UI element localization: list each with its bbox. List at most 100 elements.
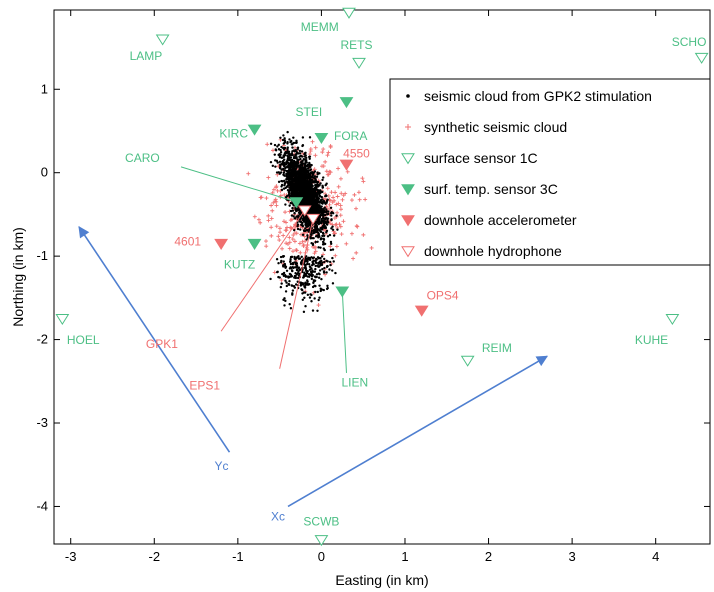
- seismic-point: [291, 292, 294, 295]
- seismic-point: [320, 228, 324, 231]
- seismic-point: [271, 164, 275, 168]
- seismic-point: [310, 267, 313, 270]
- seismic-point: [269, 277, 272, 281]
- seismic-point: [329, 263, 332, 267]
- seismic-point: [321, 234, 324, 238]
- seismic-point: [296, 224, 299, 228]
- seismic-point: [275, 171, 279, 174]
- seismic-point: [283, 304, 286, 307]
- synthetic-point: [269, 233, 274, 238]
- seismic-point: [301, 166, 304, 169]
- seismic-point: [313, 275, 317, 278]
- seismic-point: [312, 171, 316, 174]
- seismic-point: [286, 158, 290, 161]
- seismic-point: [285, 195, 289, 198]
- seismic-point: [310, 300, 313, 303]
- seismic-point: [299, 157, 302, 161]
- seismic-point: [314, 257, 318, 261]
- seismic-point: [295, 272, 299, 276]
- seismic-point: [314, 178, 317, 182]
- seismic-point: [332, 234, 336, 237]
- sensor-label: 4601: [174, 234, 201, 248]
- seismic-point: [303, 165, 307, 168]
- seismic-point: [282, 171, 286, 174]
- synthetic-point: [327, 202, 332, 207]
- seismic-point: [289, 162, 292, 166]
- sensor-label: REIM: [482, 341, 512, 355]
- y-tick-label: -3: [36, 415, 48, 430]
- synthetic-point: [341, 193, 346, 198]
- seismic-point: [289, 259, 292, 263]
- seismic-point: [301, 224, 305, 228]
- sensor-marker-hoel: [55, 314, 70, 326]
- seismic-point: [298, 211, 301, 214]
- seismic-point: [293, 211, 296, 215]
- seismic-point: [279, 148, 282, 152]
- synthetic-point: [334, 244, 339, 249]
- seismic-point: [331, 256, 334, 260]
- seismic-point: [326, 264, 329, 268]
- legend-label: seismic cloud from GPK2 stimulation: [424, 88, 652, 104]
- seismic-point: [285, 172, 288, 176]
- sensor-label: SCHO: [672, 35, 707, 49]
- sensor-marker-lamp: [155, 34, 170, 46]
- legend-marker: [401, 153, 415, 165]
- synthetic-point: [290, 237, 295, 242]
- synthetic-point: [329, 190, 334, 195]
- synthetic-point: [310, 139, 315, 144]
- synthetic-point: [349, 198, 354, 203]
- seismic-point: [282, 260, 285, 263]
- seismic-point: [296, 181, 299, 184]
- seismic-point: [281, 138, 285, 142]
- synthetic-point: [256, 217, 261, 222]
- synthetic-point: [328, 198, 333, 203]
- seismic-point: [302, 158, 305, 161]
- seismic-point: [286, 175, 289, 179]
- seismic-point: [309, 182, 312, 185]
- seismic-point: [283, 174, 286, 177]
- seismic-point: [324, 194, 328, 197]
- synthetic-point: [349, 231, 354, 236]
- seismic-point: [279, 171, 283, 174]
- seismic-point: [284, 166, 287, 170]
- seismic-point: [303, 155, 306, 158]
- synthetic-point: [298, 250, 303, 255]
- sensor-label: STEI: [296, 105, 323, 119]
- seismic-point: [323, 242, 327, 246]
- seismic-point: [322, 216, 325, 219]
- seismic-point: [283, 181, 287, 185]
- seismic-point: [291, 261, 294, 265]
- seismic-point: [291, 146, 294, 149]
- seismic-point: [316, 188, 319, 192]
- seismic-point: [292, 191, 295, 195]
- seismic-point: [313, 181, 316, 184]
- seismic-point: [321, 186, 324, 189]
- seismic-point: [278, 160, 282, 164]
- seismic-point: [285, 169, 288, 173]
- synthetic-point: [301, 242, 306, 247]
- sensor-marker-rets: [352, 57, 366, 69]
- synthetic-point: [246, 171, 251, 176]
- legend-label: surf. temp. sensor 3C: [424, 181, 558, 197]
- seismic-point: [296, 176, 299, 180]
- seismic-point: [307, 174, 311, 178]
- sensor-markers: MEMM LAMP RETS SCHO HOEL KUHE REIM SCWB STEI KIRC…: [55, 7, 709, 547]
- legend-entry: downhole accelerometer: [401, 212, 577, 228]
- synthetic-point: [323, 159, 328, 164]
- seismic-point: [306, 169, 309, 173]
- seismic-point: [277, 275, 280, 279]
- seismic-point: [315, 198, 319, 201]
- synthetic-point: [354, 250, 359, 255]
- seismic-point: [292, 160, 296, 163]
- synthetic-point: [266, 213, 271, 218]
- seismic-point: [298, 172, 302, 175]
- seismic-point: [296, 161, 300, 164]
- x-tick-label: 1: [401, 549, 408, 564]
- seismic-point: [291, 206, 294, 210]
- synthetic-point: [321, 147, 326, 152]
- synthetic-point: [327, 169, 332, 174]
- seismic-point: [326, 221, 330, 224]
- synthetic-point: [338, 176, 343, 181]
- seismic-point: [310, 170, 314, 174]
- synthetic-point: [334, 202, 339, 207]
